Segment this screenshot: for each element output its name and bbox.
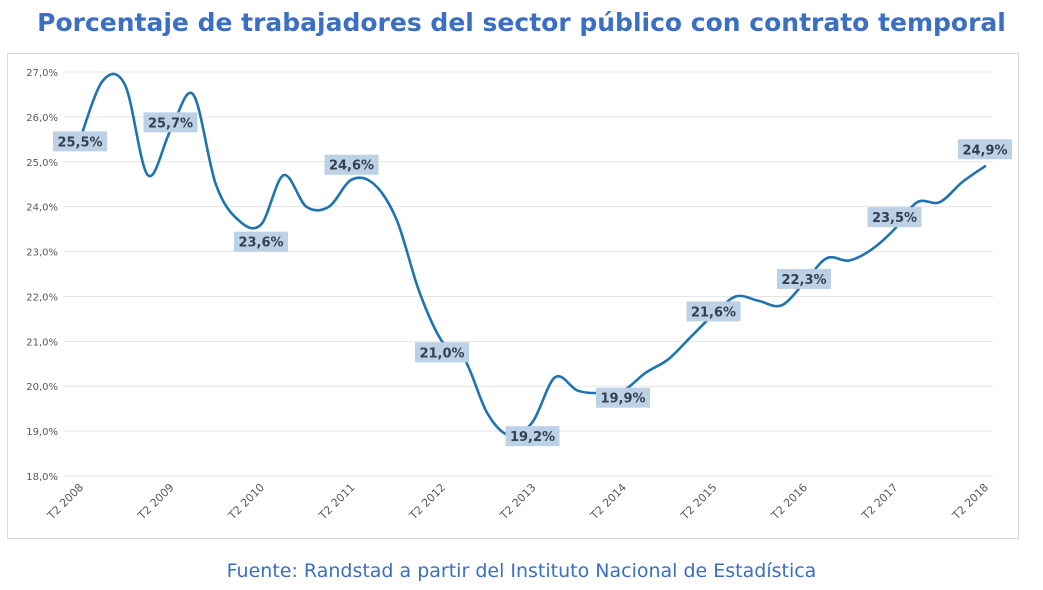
- data-label-text: 22,3%: [781, 273, 826, 288]
- data-label-box: [505, 426, 560, 447]
- data-label: 19,2%: [505, 426, 560, 447]
- data-label-box: [596, 387, 650, 408]
- chart-title: Porcentaje de trabajadores del sector pú…: [37, 8, 1006, 37]
- data-label-text: 25,5%: [57, 135, 102, 150]
- y-tick-label: 20,0%: [26, 382, 58, 393]
- x-tick-label: T2 2015: [678, 481, 720, 523]
- data-label: 25,5%: [53, 131, 107, 152]
- data-label: 25,7%: [143, 112, 198, 133]
- data-label-text: 19,2%: [510, 430, 555, 445]
- y-tick-label: 27,0%: [26, 68, 58, 79]
- line-chart: 18,0% 19,0% 20,0% 21,0% 22,0% 23,0% 24,0% 25,0%…: [26, 68, 1012, 523]
- series-line: [78, 72, 987, 438]
- data-label-box: [143, 112, 198, 133]
- data-label-box: [324, 154, 379, 175]
- x-tick-label: T2 2009: [135, 481, 177, 523]
- y-tick-label: 22,0%: [26, 292, 58, 303]
- data-label-text: 25,7%: [148, 116, 193, 131]
- data-label: 23,6%: [234, 231, 288, 252]
- y-tick-label: 21,0%: [26, 337, 58, 348]
- data-label-box: [53, 131, 107, 152]
- data-label-text: 24,6%: [329, 159, 374, 174]
- series-line-layer: [78, 72, 987, 438]
- x-tick-label: T2 2010: [225, 481, 267, 523]
- data-label: 21,6%: [686, 301, 741, 322]
- y-axis-ticks: 18,0% 19,0% 20,0% 21,0% 22,0% 23,0% 24,0% 25,0%…: [26, 68, 58, 483]
- data-label-text: 21,6%: [691, 305, 736, 320]
- data-label-text: 23,6%: [238, 236, 283, 251]
- data-label: 23,5%: [867, 207, 922, 228]
- data-label: 24,9%: [958, 139, 1012, 160]
- data-label: 21,0%: [415, 342, 469, 363]
- x-tick-label: T2 2008: [44, 481, 86, 523]
- data-label-box: [867, 207, 922, 228]
- chart-frame: 18,0% 19,0% 20,0% 21,0% 22,0% 23,0% 24,0% 25,0%…: [7, 53, 1019, 539]
- x-tick-label: T2 2017: [859, 481, 901, 523]
- x-tick-label: T2 2016: [768, 481, 810, 523]
- data-label: 19,9%: [596, 387, 650, 408]
- data-label: 22,3%: [777, 268, 831, 289]
- data-label-box: [777, 268, 831, 289]
- data-label-box: [415, 342, 469, 363]
- y-tick-label: 18,0%: [26, 472, 58, 483]
- data-label-text: 24,9%: [962, 143, 1007, 158]
- x-tick-label: T2 2011: [316, 481, 358, 523]
- y-tick-label: 25,0%: [26, 158, 58, 169]
- y-tick-label: 26,0%: [26, 113, 58, 124]
- data-label-box: [958, 139, 1012, 160]
- x-tick-label: T2 2014: [587, 481, 629, 523]
- y-tick-label: 24,0%: [26, 203, 58, 214]
- y-tick-label: 23,0%: [26, 248, 58, 259]
- data-label-box: [234, 231, 288, 252]
- x-axis-ticks: T2 2008 T2 2009 T2 2010 T2 2011 T2 2012 T2 20…: [44, 481, 991, 523]
- x-tick-label: T2 2013: [497, 481, 539, 523]
- x-tick-label: T2 2012: [406, 481, 448, 523]
- data-label-text: 23,5%: [872, 211, 917, 226]
- y-tick-label: 19,0%: [26, 427, 58, 438]
- data-label-text: 19,9%: [600, 392, 645, 407]
- data-label-box: [686, 301, 741, 322]
- data-label-text: 21,0%: [419, 346, 464, 361]
- data-labels: 25,5% 25,7% 23,6% 24,6% 21,0% 19,2% 19,9% 21,6%…: [53, 112, 1012, 447]
- source-note: Fuente: Randstad a partir del Instituto …: [226, 560, 817, 582]
- gridlines: [64, 71, 993, 477]
- data-label: 24,6%: [324, 154, 379, 175]
- x-tick-label: T2 2018: [949, 481, 991, 523]
